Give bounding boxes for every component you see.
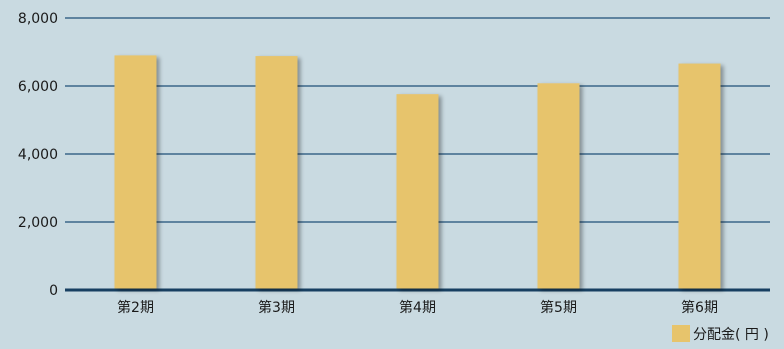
y-tick-label: 4,000 <box>18 147 58 163</box>
x-axis-category-labels: 第2期 第3期 第4期 第5期 第6期 <box>117 299 718 316</box>
y-tick-label: 6,000 <box>18 79 58 95</box>
x-category-label: 第3期 <box>258 299 295 316</box>
x-category-label: 第4期 <box>399 299 436 316</box>
bar <box>396 94 439 289</box>
legend-swatch <box>672 325 690 342</box>
bars <box>114 55 721 289</box>
bar <box>255 56 298 289</box>
y-tick-label: 0 <box>49 283 58 299</box>
x-category-label: 第6期 <box>681 299 718 316</box>
bar <box>678 63 721 289</box>
bar <box>537 83 580 289</box>
x-category-label: 第5期 <box>540 299 577 316</box>
y-tick-label: 8,000 <box>18 11 58 27</box>
bar <box>114 55 157 289</box>
legend-label: 分配金( 円 ) <box>693 327 769 343</box>
x-category-label: 第2期 <box>117 299 154 316</box>
y-tick-label: 2,000 <box>18 215 58 231</box>
y-axis-tick-labels: 0 2,000 4,000 6,000 8,000 <box>18 11 58 299</box>
legend: 分配金( 円 ) <box>672 325 769 343</box>
